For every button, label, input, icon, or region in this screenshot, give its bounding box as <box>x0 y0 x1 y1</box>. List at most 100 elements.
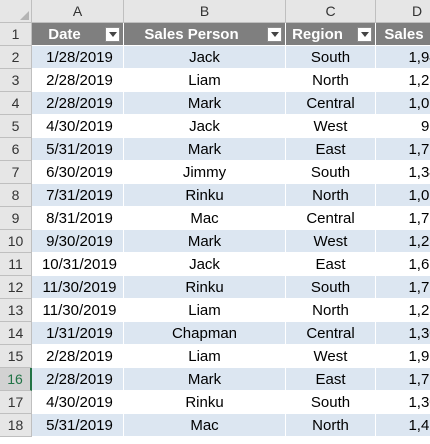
region-cell[interactable]: Central <box>286 322 376 345</box>
date-cell[interactable]: 1/28/2019 <box>32 46 124 69</box>
sales-cell[interactable]: 1,723 <box>376 276 430 299</box>
region-cell[interactable]: North <box>286 414 376 437</box>
row-header[interactable]: 5 <box>0 115 32 138</box>
region-cell[interactable]: North <box>286 299 376 322</box>
date-cell[interactable]: 11/30/2019 <box>32 276 124 299</box>
sales-cell[interactable]: 1,974 <box>376 345 430 368</box>
date-cell[interactable]: 2/28/2019 <box>32 69 124 92</box>
row-header[interactable]: 2 <box>0 46 32 69</box>
date-cell[interactable]: 6/30/2019 <box>32 161 124 184</box>
filter-dropdown-region[interactable] <box>357 26 372 42</box>
date-cell[interactable]: 4/30/2019 <box>32 391 124 414</box>
region-cell[interactable]: South <box>286 276 376 299</box>
column-header-b[interactable]: B <box>124 0 286 23</box>
sales-person-cell[interactable]: Mark <box>124 230 286 253</box>
sales-person-cell[interactable]: Mac <box>124 207 286 230</box>
sales-person-cell[interactable]: Chapman <box>124 322 286 345</box>
row-header[interactable]: 3 <box>0 69 32 92</box>
row-header[interactable]: 11 <box>0 253 32 276</box>
sales-cell[interactable]: 1,779 <box>376 207 430 230</box>
date-cell[interactable]: 10/31/2019 <box>32 253 124 276</box>
date-cell[interactable]: 9/30/2019 <box>32 230 124 253</box>
sales-person-cell[interactable]: Jack <box>124 46 286 69</box>
sales-person-cell[interactable]: Mark <box>124 92 286 115</box>
row-header[interactable]: 17 <box>0 391 32 414</box>
row-header[interactable]: 8 <box>0 184 32 207</box>
sales-cell[interactable]: 1,062 <box>376 184 430 207</box>
sales-cell[interactable]: 1,424 <box>376 414 430 437</box>
table-header-date[interactable]: Date <box>32 23 124 46</box>
sales-cell[interactable]: 1,257 <box>376 299 430 322</box>
column-header-c[interactable]: C <box>286 0 376 23</box>
region-cell[interactable]: East <box>286 368 376 391</box>
row-header[interactable]: 13 <box>0 299 32 322</box>
row-header[interactable]: 14 <box>0 322 32 345</box>
region-cell[interactable]: West <box>286 230 376 253</box>
sales-cell[interactable]: 1,234 <box>376 69 430 92</box>
sales-person-cell[interactable]: Jack <box>124 115 286 138</box>
row-header[interactable]: 9 <box>0 207 32 230</box>
row-header[interactable]: 10 <box>0 230 32 253</box>
sales-person-cell[interactable]: Liam <box>124 69 286 92</box>
sales-cell[interactable]: 1,346 <box>376 161 430 184</box>
row-header[interactable]: 1 <box>0 23 32 46</box>
region-cell[interactable]: South <box>286 391 376 414</box>
row-header[interactable]: 15 <box>0 345 32 368</box>
date-cell[interactable]: 2/28/2019 <box>32 92 124 115</box>
row-header[interactable]: 6 <box>0 138 32 161</box>
select-all-triangle-icon <box>20 11 29 20</box>
sales-cell[interactable]: 1,946 <box>376 46 430 69</box>
sales-cell[interactable]: 1,715 <box>376 138 430 161</box>
date-cell[interactable]: 4/30/2019 <box>32 115 124 138</box>
region-cell[interactable]: West <box>286 115 376 138</box>
region-cell[interactable]: East <box>286 138 376 161</box>
table-header-date-label: Date <box>48 25 81 43</box>
sales-cell[interactable]: 1,621 <box>376 253 430 276</box>
sales-cell[interactable]: 1,307 <box>376 322 430 345</box>
row-header[interactable]: 18 <box>0 414 32 437</box>
region-cell[interactable]: East <box>286 253 376 276</box>
region-cell[interactable]: Central <box>286 207 376 230</box>
sales-person-cell[interactable]: Mark <box>124 368 286 391</box>
region-cell[interactable]: South <box>286 161 376 184</box>
sales-person-cell[interactable]: Rinku <box>124 276 286 299</box>
region-cell[interactable]: West <box>286 345 376 368</box>
row-header[interactable]: 12 <box>0 276 32 299</box>
column-header-a[interactable]: A <box>32 0 124 23</box>
region-cell[interactable]: North <box>286 69 376 92</box>
table-header-sales-person[interactable]: Sales Person <box>124 23 286 46</box>
date-cell[interactable]: 2/28/2019 <box>32 345 124 368</box>
sales-cell[interactable]: 926 <box>376 115 430 138</box>
filter-dropdown-date[interactable] <box>105 26 120 42</box>
region-cell[interactable]: North <box>286 184 376 207</box>
sales-person-cell[interactable]: Rinku <box>124 184 286 207</box>
region-cell[interactable]: South <box>286 46 376 69</box>
sales-person-cell[interactable]: Rinku <box>124 391 286 414</box>
date-cell[interactable]: 2/28/2019 <box>32 368 124 391</box>
sales-person-cell[interactable]: Jack <box>124 253 286 276</box>
sales-cell[interactable]: 1,775 <box>376 368 430 391</box>
table-header-sales[interactable]: Sales <box>376 23 430 46</box>
sales-person-cell[interactable]: Jimmy <box>124 161 286 184</box>
date-cell[interactable]: 1/31/2019 <box>32 322 124 345</box>
sales-person-cell[interactable]: Mark <box>124 138 286 161</box>
row-header[interactable]: 7 <box>0 161 32 184</box>
sales-person-cell[interactable]: Mac <box>124 414 286 437</box>
date-cell[interactable]: 5/31/2019 <box>32 138 124 161</box>
date-cell[interactable]: 7/31/2019 <box>32 184 124 207</box>
table-header-region[interactable]: Region <box>286 23 376 46</box>
filter-dropdown-sales-person[interactable] <box>267 26 282 42</box>
region-cell[interactable]: Central <box>286 92 376 115</box>
sales-cell[interactable]: 1,300 <box>376 391 430 414</box>
column-header-d[interactable]: D <box>376 0 430 23</box>
row-header[interactable]: 16 <box>0 368 32 391</box>
sales-person-cell[interactable]: Liam <box>124 299 286 322</box>
select-all-corner[interactable] <box>0 0 32 23</box>
date-cell[interactable]: 5/31/2019 <box>32 414 124 437</box>
sales-person-cell[interactable]: Liam <box>124 345 286 368</box>
sales-cell[interactable]: 1,012 <box>376 92 430 115</box>
row-header[interactable]: 4 <box>0 92 32 115</box>
date-cell[interactable]: 8/31/2019 <box>32 207 124 230</box>
sales-cell[interactable]: 1,230 <box>376 230 430 253</box>
date-cell[interactable]: 11/30/2019 <box>32 299 124 322</box>
